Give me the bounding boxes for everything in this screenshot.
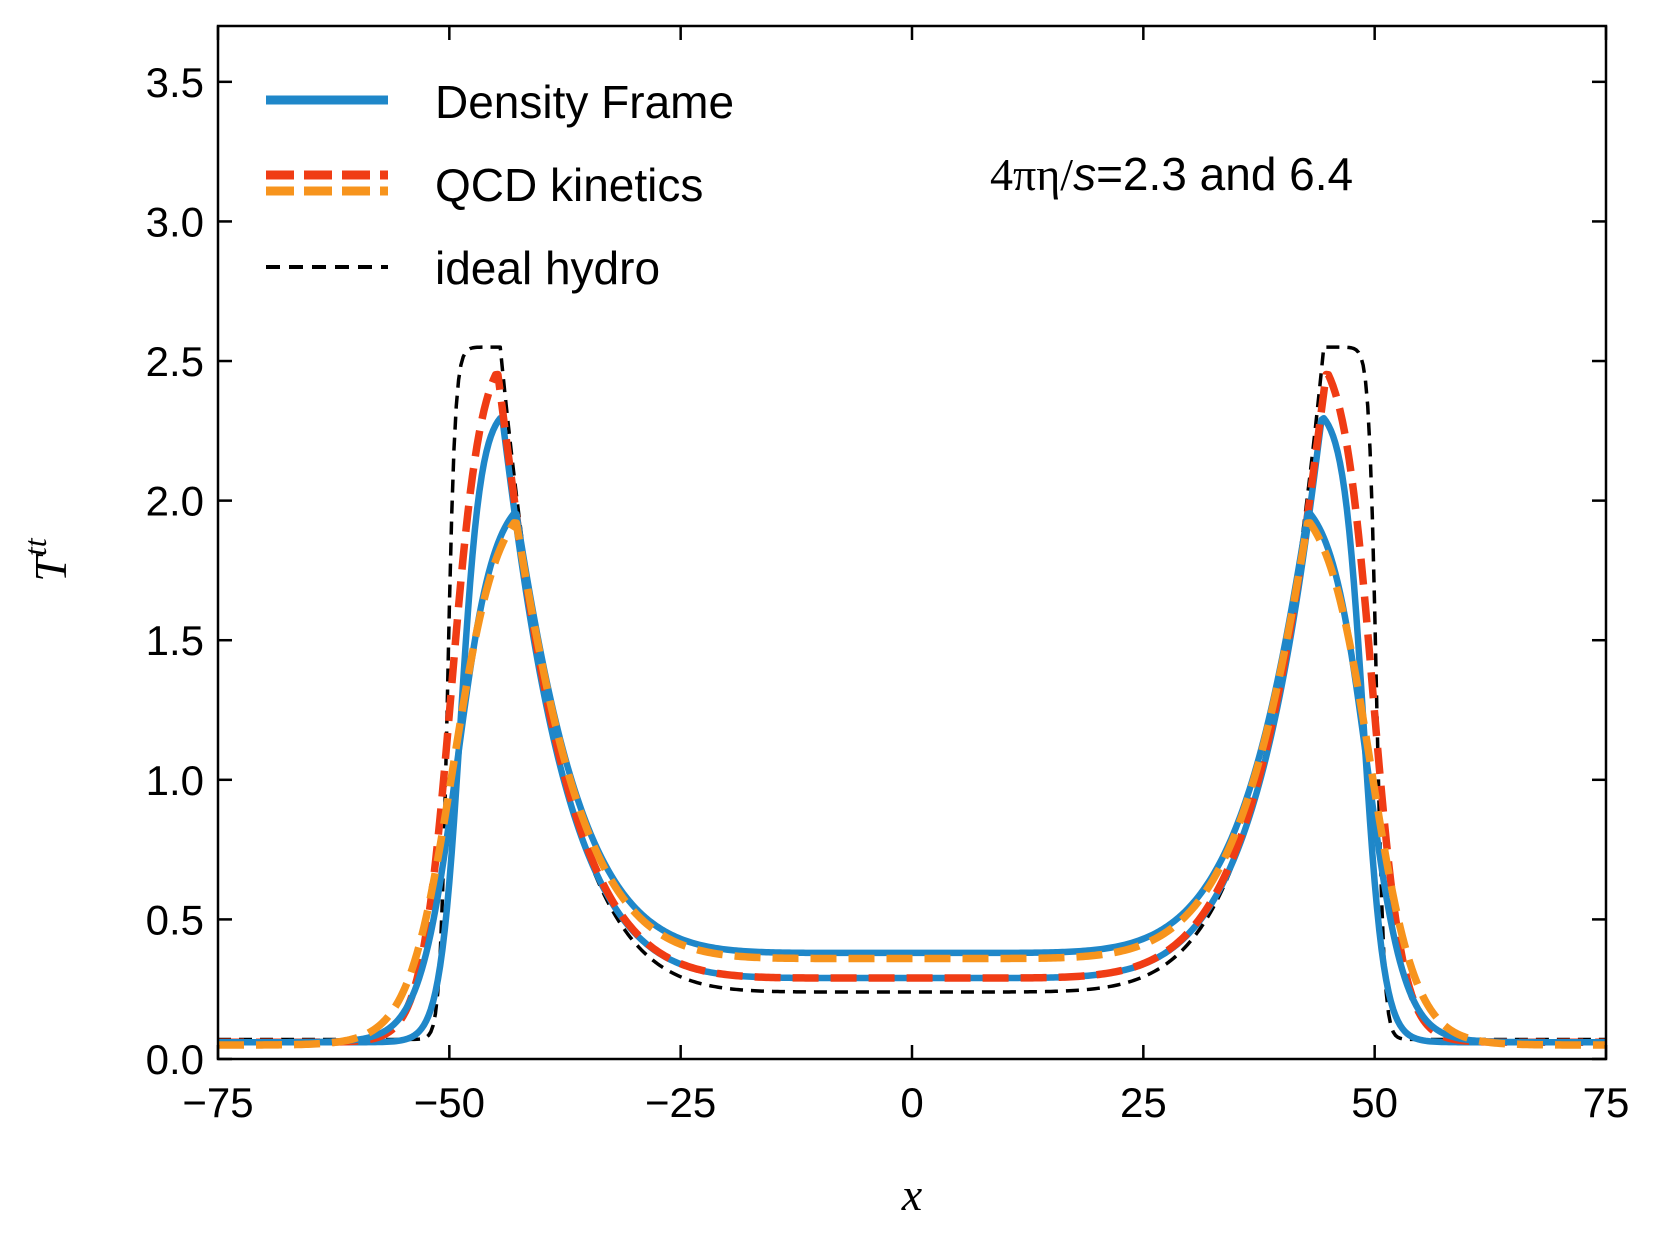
x-tick-label: 0 [900,1079,923,1126]
legend-label-qcd-kinetics: QCD kinetics [435,159,703,211]
legend-label-density-frame: Density Frame [435,76,734,128]
legend-label-ideal-hydro: ideal hydro [435,242,660,294]
y-tick-label: 3.0 [146,198,204,245]
y-tick-label: 2.0 [146,478,204,525]
series-qcd-kinetics-4-s-6-4 [218,519,1606,1049]
series-qcd-kinetics-4-s-2-3 [218,370,1606,1046]
series-ideal-hydro [218,345,1606,1042]
x-tick-label: 75 [1583,1079,1630,1126]
x-axis-label: x [901,1169,923,1220]
y-tick-label: 0.5 [146,896,204,943]
y-axis-label-group: Ttt [17,537,76,581]
y-axis-label-main: T [25,553,76,582]
annotation-var: s [1073,148,1096,200]
annotation: 4πη/s=2.3 and 6.4 [990,148,1353,200]
x-tick-label: −25 [645,1079,716,1126]
series-layer [218,345,1606,1049]
annotation-suffix: =2.3 and 6.4 [1096,148,1353,200]
y-tick-labels: 0.0 0.5 1.0 1.5 2.0 2.5 3.0 3.5 [146,59,204,1083]
y-tick-label: 0.0 [146,1036,204,1083]
x-tick-label: −50 [414,1079,485,1126]
annotation-prefix: 4πη/ [990,149,1073,200]
x-tick-label: −75 [182,1079,253,1126]
x-tick-labels: −75 −50 −25 0 25 50 75 [182,1079,1629,1126]
y-axis-label-superscript: tt [17,537,53,556]
y-tick-label: 1.0 [146,757,204,804]
series-density-frame-4-s-6-4 [218,510,1606,1046]
y-tick-label: 1.5 [146,617,204,664]
plot-frame [216,24,1608,1061]
y-axis-label: Ttt [17,537,76,581]
y-tick-label: 2.5 [146,338,204,385]
x-tick-label: 50 [1351,1079,1398,1126]
legend: Density Frame QCD kinetics ideal hydro [266,76,734,294]
x-tick-label: 25 [1120,1079,1167,1126]
y-tick-label: 3.5 [146,59,204,106]
